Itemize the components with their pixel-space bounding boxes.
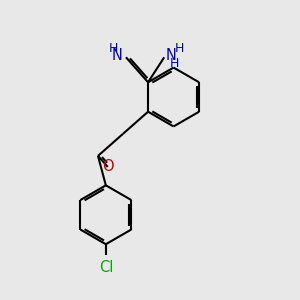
Text: O: O (102, 159, 114, 174)
Text: Cl: Cl (99, 260, 113, 274)
Text: H: H (108, 42, 118, 55)
Text: H: H (175, 42, 184, 55)
Text: H: H (169, 57, 179, 70)
Text: N: N (166, 48, 177, 63)
Text: N: N (112, 48, 122, 63)
